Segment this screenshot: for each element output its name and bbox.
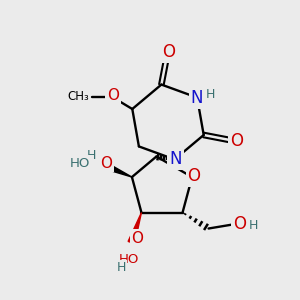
Text: O: O — [107, 88, 119, 103]
Polygon shape — [128, 212, 141, 244]
Text: O: O — [131, 231, 143, 246]
Text: H: H — [249, 219, 258, 232]
Text: O: O — [230, 132, 243, 150]
Polygon shape — [103, 162, 132, 177]
Text: O: O — [100, 156, 112, 171]
Text: H: H — [87, 148, 97, 162]
Text: CH₃: CH₃ — [68, 89, 89, 103]
Text: HO: HO — [70, 157, 90, 169]
Text: O: O — [188, 167, 201, 185]
Text: H: H — [117, 260, 126, 274]
Text: O: O — [233, 214, 246, 232]
Text: N: N — [191, 88, 203, 106]
Text: N: N — [169, 150, 182, 168]
Text: HO: HO — [119, 253, 140, 266]
Text: H: H — [206, 88, 215, 101]
Text: O: O — [162, 43, 175, 61]
